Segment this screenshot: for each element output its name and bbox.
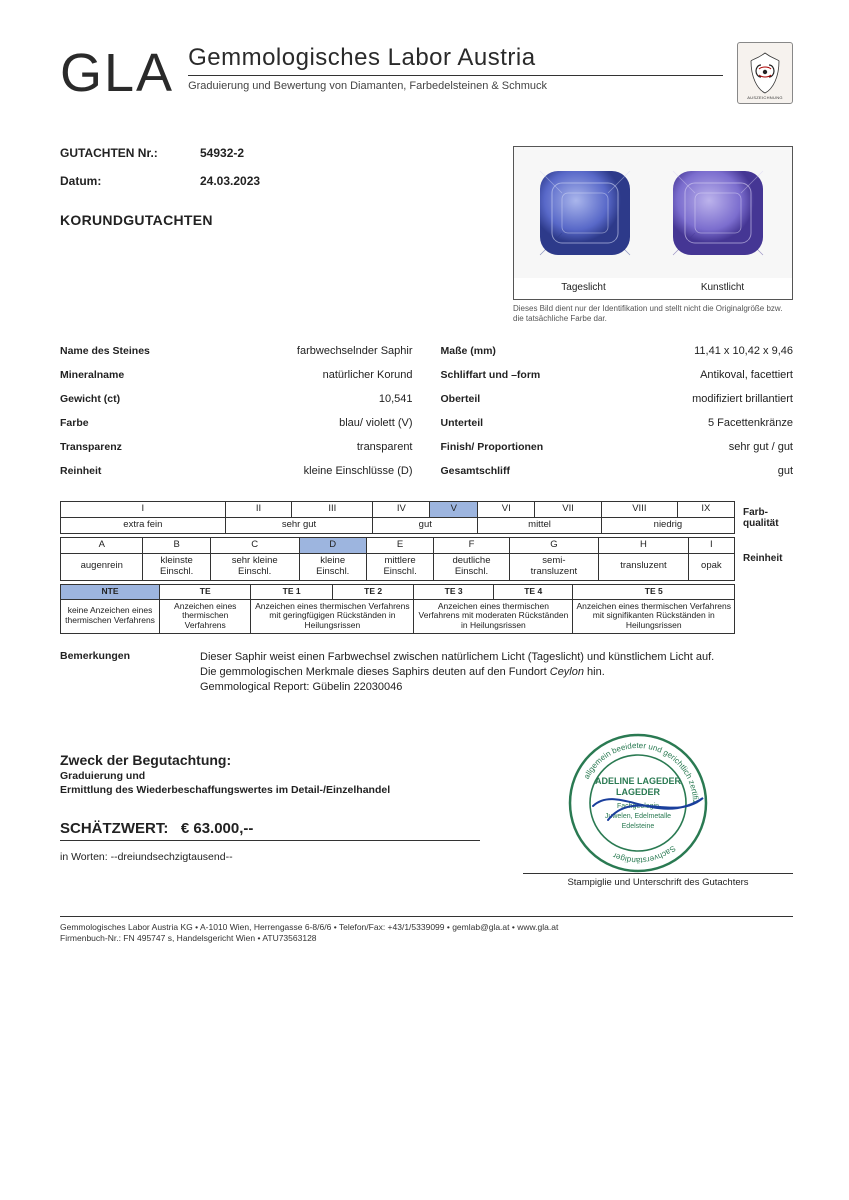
lab-title: Gemmologisches Labor Austria (188, 44, 723, 76)
val-mineral: natürlicher Korund (180, 369, 413, 381)
report-no-label: GUTACHTEN Nr.: (60, 146, 200, 160)
lbl-mineral: Mineralname (60, 369, 180, 381)
lbl-crown: Oberteil (441, 393, 561, 405)
val-overall: gut (561, 465, 794, 477)
svg-text:ADELINE LAGEDER: ADELINE LAGEDER (595, 776, 682, 786)
gem-photo-daylight (522, 155, 647, 270)
lbl-weight: Gewicht (ct) (60, 393, 180, 405)
val-weight: 10,541 (180, 393, 413, 405)
val-clarity: kleine Einschlüsse (D) (180, 465, 413, 477)
lbl-dim: Maße (mm) (441, 345, 561, 357)
val-pav: 5 Facettenkränze (561, 417, 794, 429)
footer-line1: Gemmologisches Labor Austria KG • A-1010… (60, 922, 793, 933)
lbl-clarity: Reinheit (60, 465, 180, 477)
date-label: Datum: (60, 174, 200, 188)
signature-line-label: Stampiglie und Unterschrift des Gutachte… (523, 873, 793, 888)
title-block: Gemmologisches Labor Austria Graduierung… (188, 42, 723, 92)
remarks-line2: Die gemmologischen Merkmale dieses Saphi… (200, 666, 605, 678)
svg-text:Edelsteine: Edelsteine (622, 823, 655, 830)
lbl-name: Name des Steines (60, 345, 180, 357)
seal-emblem: AUSZEICHNUNG (737, 42, 793, 104)
stamp-icon: allgemein beeideter und gerichtlich zert… (563, 728, 713, 878)
lbl-finish: Finish/ Proportionen (441, 441, 561, 453)
photo-note: Dieses Bild dient nur der Identifikation… (513, 304, 793, 323)
meta-block: GUTACHTEN Nr.: 54932-2 Datum: 24.03.2023… (60, 146, 493, 323)
val-crown: modifiziert brillantiert (561, 393, 794, 405)
clarity-grading-table: ABCDEFGHIaugenreinkleinsteEinschl.sehr k… (60, 537, 735, 581)
clarity-side-label: Reinheit (735, 537, 793, 581)
lbl-cut: Schliffart und –form (441, 369, 561, 381)
lbl-trans: Transparenz (60, 441, 180, 453)
val-cut: Antikoval, facettiert (561, 369, 794, 381)
color-side-label: Farb-qualität (735, 501, 793, 534)
footer: Gemmologisches Labor Austria KG • A-1010… (60, 916, 793, 944)
photo-label-daylight: Tageslicht (514, 282, 653, 293)
val-name: farbwechselnder Saphir (180, 345, 413, 357)
val-dim: 11,41 x 10,42 x 9,46 (561, 345, 794, 357)
val-finish: sehr gut / gut (561, 441, 794, 453)
date: 24.03.2023 (200, 174, 260, 188)
footer-line2: Firmenbuch-Nr.: FN 495747 s, Handelsgeri… (60, 933, 793, 944)
treatment-grading-table: NTETETE 1TE 2TE 3TE 4TE 5keine Anzeichen… (60, 584, 735, 634)
lab-subtitle: Graduierung und Bewertung von Diamanten,… (188, 80, 723, 92)
remarks-line1: Dieser Saphir weist einen Farbwechsel zw… (200, 651, 714, 663)
photo-box: Tageslicht Kunstlicht (513, 146, 793, 300)
remarks-label: Bemerkungen (60, 650, 200, 695)
valuation: SCHÄTZWERT: € 63.000,-- (60, 820, 480, 841)
lbl-color: Farbe (60, 417, 180, 429)
lbl-pav: Unterteil (441, 417, 561, 429)
lbl-overall: Gesamtschliff (441, 465, 561, 477)
document-title: KORUNDGUTACHTEN (60, 212, 493, 228)
color-grading-table: IIIIIIIVVVIVIIVIIIIXextra feinsehr gutgu… (60, 501, 735, 534)
val-color: blau/ violett (V) (180, 417, 413, 429)
remarks-line3: Gemmological Report: Gübelin 22030046 (200, 681, 402, 693)
svg-text:Sachverständiger: Sachverständiger (611, 843, 677, 864)
logo: GLA (60, 42, 174, 100)
photo-label-artificial: Kunstlicht (653, 282, 792, 293)
gem-photo-artificial (655, 155, 780, 270)
svg-text:LAGEDER: LAGEDER (616, 787, 661, 797)
valuation-label: SCHÄTZWERT: (60, 820, 168, 837)
header: GLA Gemmologisches Labor Austria Graduie… (60, 42, 793, 104)
report-no: 54932-2 (200, 146, 244, 160)
seal-caption: AUSZEICHNUNG (738, 95, 792, 100)
valuation-value: € 63.000,-- (181, 820, 254, 837)
data-grid: Name des Steinesfarbwechselnder Saphir M… (60, 345, 793, 477)
remarks: Bemerkungen Dieser Saphir weist einen Fa… (60, 650, 793, 695)
signature-area: allgemein beeideter und gerichtlich zert… (493, 738, 793, 888)
val-trans: transparent (180, 441, 413, 453)
